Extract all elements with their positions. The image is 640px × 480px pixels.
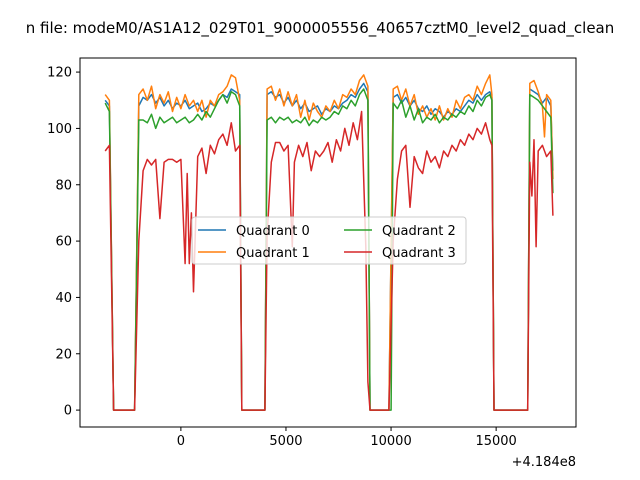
chart-title: n file: modeM0/AS1A12_029T01_9000005556_… <box>26 19 615 38</box>
y-tick-label: 120 <box>47 66 72 81</box>
y-tick-label: 20 <box>55 347 72 362</box>
legend: Quadrant 0 Quadrant 1 Quadrant 2 Quadrant 3 <box>191 216 467 265</box>
series-lines <box>104 74 554 411</box>
plot-area <box>104 74 554 411</box>
y-tick-label: 100 <box>47 122 72 137</box>
y-tick-label: 0 <box>64 404 72 419</box>
y-tick-label: 80 <box>55 178 72 193</box>
legend-label-quadrant-3: Quadrant 3 <box>382 246 456 261</box>
x-tick-label: 10000 <box>370 434 411 449</box>
series-line-quadrant-3 <box>104 110 554 411</box>
legend-label-quadrant-0: Quadrant 0 <box>236 224 310 239</box>
legend-box <box>191 216 467 265</box>
x-tick-label: 15000 <box>475 434 516 449</box>
legend-label-quadrant-2: Quadrant 2 <box>382 224 456 239</box>
series-line-quadrant-0 <box>104 82 554 411</box>
legend-label-quadrant-1: Quadrant 1 <box>236 246 310 261</box>
axes-frame <box>79 57 577 428</box>
x-tick-label: 0 <box>177 434 185 449</box>
y-tick-label: 60 <box>55 235 72 250</box>
x-tick-label: 5000 <box>269 434 302 449</box>
y-tick-label: 40 <box>55 291 72 306</box>
series-line-quadrant-1 <box>104 74 554 411</box>
axes: 0 5000 10000 15000 0 20 40 60 80 100 120 <box>47 57 577 449</box>
series-line-quadrant-2 <box>104 88 554 411</box>
x-axis-offset-label: +4.184e8 <box>512 455 576 470</box>
